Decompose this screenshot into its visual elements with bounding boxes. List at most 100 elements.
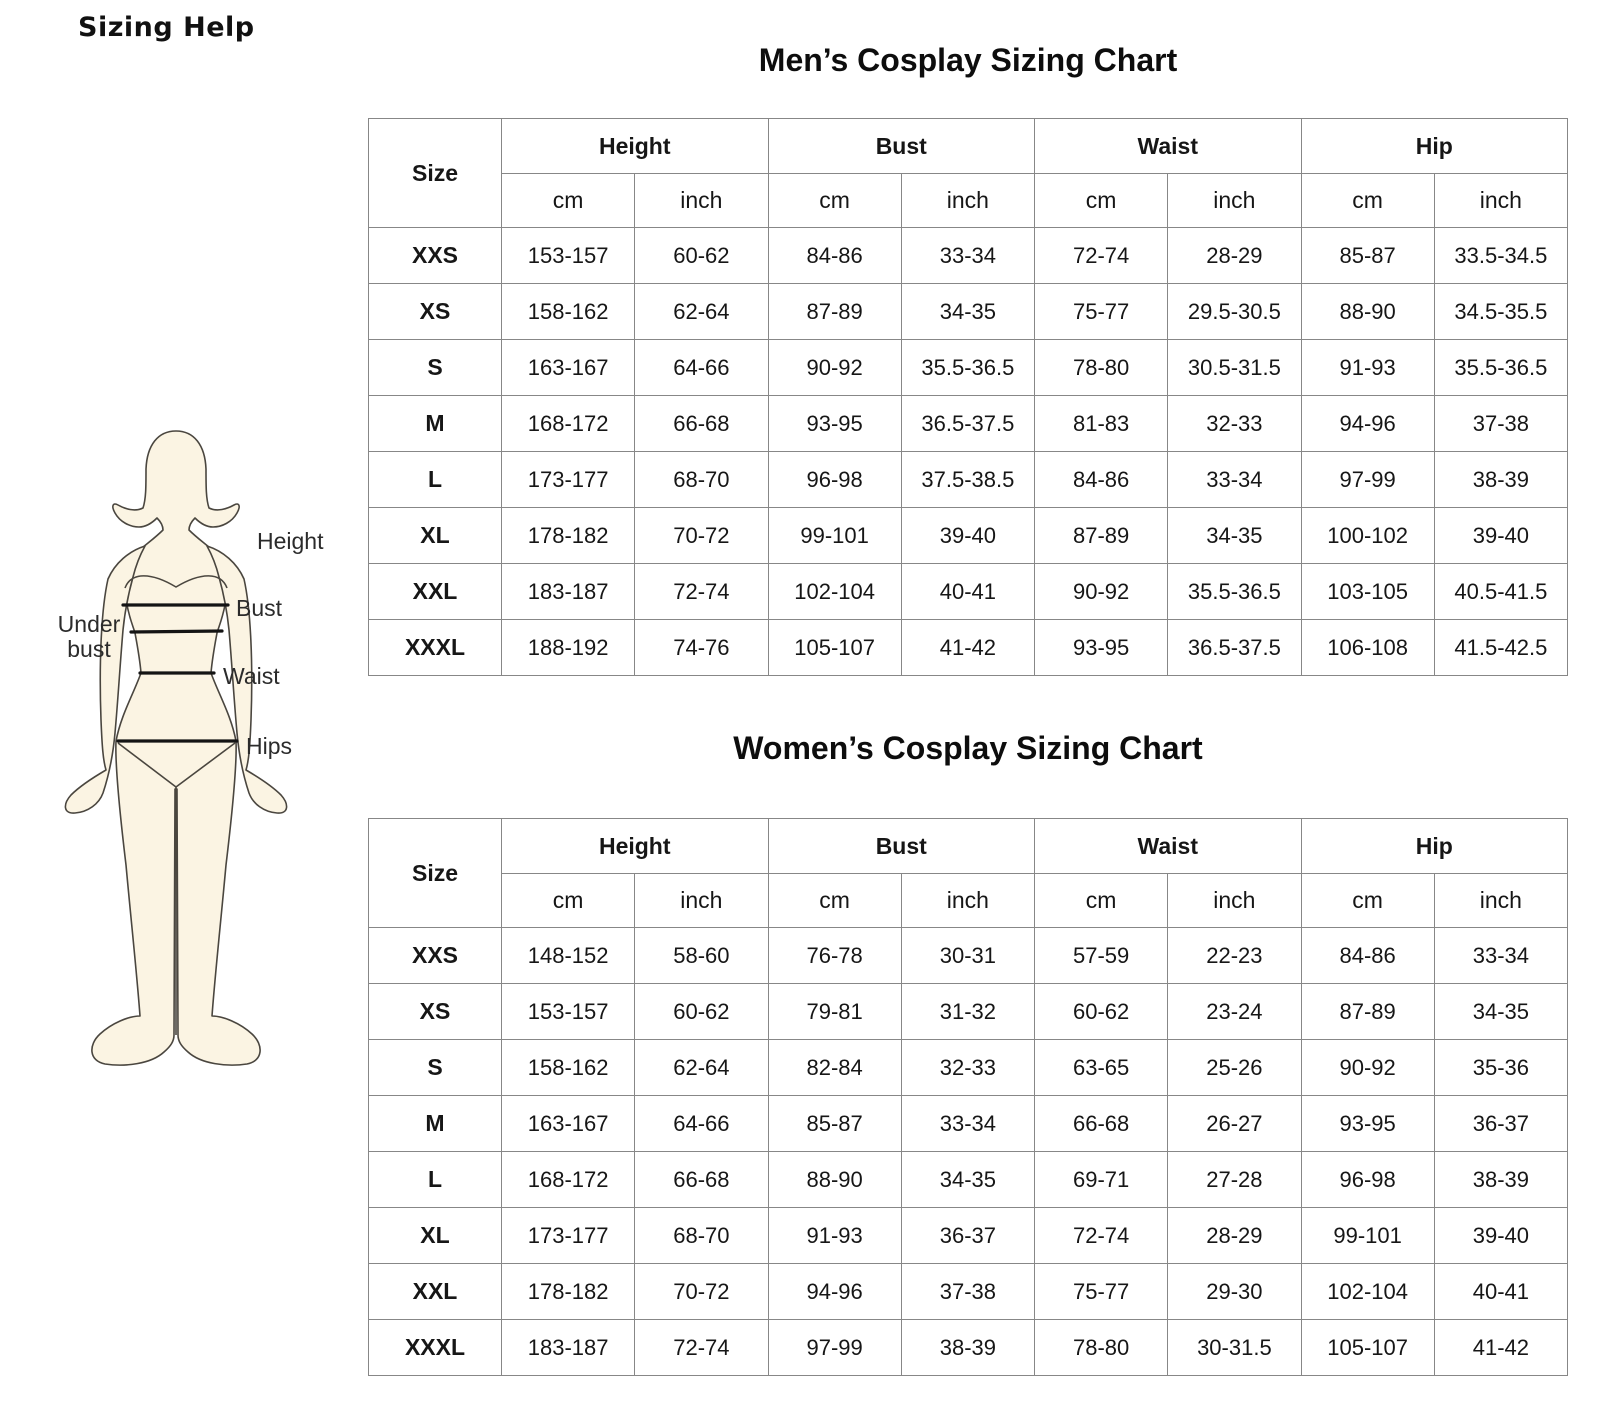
measurement-cell: 36-37 bbox=[1433, 1095, 1569, 1152]
measurement-cell: 36-37 bbox=[900, 1207, 1036, 1264]
size-cell: XL bbox=[368, 507, 502, 564]
table-row: XXL 183-187 72-74 102-104 40-41 90-92 35.5-36.… bbox=[368, 563, 1569, 620]
unit-header-inch: inch bbox=[900, 173, 1036, 228]
measurement-cell: 37-38 bbox=[1433, 395, 1569, 452]
table-row: XS 158-162 62-64 87-89 34-35 75-77 29.5-30.5 88… bbox=[368, 283, 1569, 340]
measurement-cell: 31-32 bbox=[900, 983, 1036, 1040]
womens-table-body: XXS 148-152 58-60 76-78 30-31 57-59 22-23 84-86… bbox=[368, 927, 1569, 1376]
measurement-cell: 33.5-34.5 bbox=[1433, 227, 1569, 284]
measurement-cell: 153-157 bbox=[500, 227, 636, 284]
column-header-hip: Hip bbox=[1300, 118, 1568, 174]
measurement-cell: 81-83 bbox=[1033, 395, 1169, 452]
measurement-cell: 74-76 bbox=[634, 619, 769, 676]
measurement-cell: 34-35 bbox=[900, 283, 1036, 340]
measurement-cell: 84-86 bbox=[767, 227, 902, 284]
measurement-cell: 158-162 bbox=[500, 1039, 636, 1096]
crotch-line-left bbox=[117, 742, 177, 788]
size-cell: XXXL bbox=[368, 619, 502, 676]
measurement-cell: 103-105 bbox=[1300, 563, 1435, 620]
unit-header-inch: inch bbox=[900, 873, 1036, 928]
measurement-cell: 33-34 bbox=[1167, 451, 1302, 508]
unit-header-cm: cm bbox=[1300, 173, 1435, 228]
size-cell: S bbox=[368, 1039, 502, 1096]
measurement-cell: 72-74 bbox=[634, 1319, 769, 1376]
measurement-cell: 106-108 bbox=[1300, 619, 1435, 676]
measurement-cell: 25-26 bbox=[1167, 1039, 1302, 1096]
unit-header-inch: inch bbox=[1167, 173, 1302, 228]
measurement-cell: 58-60 bbox=[634, 927, 769, 984]
measurement-cell: 38-39 bbox=[1433, 1151, 1569, 1208]
measurement-cell: 40-41 bbox=[1433, 1263, 1569, 1320]
table-row: XXS 153-157 60-62 84-86 33-34 72-74 28-29 85-87… bbox=[368, 227, 1569, 284]
measurement-cell: 33-34 bbox=[1433, 927, 1569, 984]
measurement-cell: 35-36 bbox=[1433, 1039, 1569, 1096]
size-cell: L bbox=[368, 451, 502, 508]
figure-label-under-bust: Under bust bbox=[57, 611, 121, 662]
mens-sizing-table: Size Height Bust Waist Hip cm inch cm in… bbox=[368, 118, 1569, 676]
figure-label-bust: Bust bbox=[236, 595, 283, 621]
measurement-cell: 75-77 bbox=[1033, 1263, 1169, 1320]
unit-header-cm: cm bbox=[767, 173, 902, 228]
measurement-cell: 163-167 bbox=[500, 1095, 636, 1152]
measurement-cell: 94-96 bbox=[767, 1263, 902, 1320]
measurement-cell: 62-64 bbox=[634, 1039, 769, 1096]
table-row: M 163-167 64-66 85-87 33-34 66-68 26-27 93-95 36… bbox=[368, 1095, 1569, 1152]
measurement-cell: 34-35 bbox=[1433, 983, 1569, 1040]
column-header-height: Height bbox=[501, 118, 769, 174]
measurement-cell: 39-40 bbox=[900, 507, 1036, 564]
measurement-cell: 168-172 bbox=[500, 395, 636, 452]
size-cell: M bbox=[368, 1095, 502, 1152]
measurement-cell: 26-27 bbox=[1167, 1095, 1302, 1152]
measurement-cell: 63-65 bbox=[1033, 1039, 1169, 1096]
measurement-cell: 85-87 bbox=[1300, 227, 1435, 284]
size-cell: S bbox=[368, 339, 502, 396]
measurement-cell: 29.5-30.5 bbox=[1167, 283, 1302, 340]
measurement-cell: 84-86 bbox=[1033, 451, 1169, 508]
unit-header-inch: inch bbox=[1433, 173, 1569, 228]
measurement-cell: 90-92 bbox=[1033, 563, 1169, 620]
measurement-cell: 70-72 bbox=[634, 1263, 769, 1320]
measurement-cell: 85-87 bbox=[767, 1095, 902, 1152]
measurement-cell: 105-107 bbox=[1300, 1319, 1435, 1376]
table-row: XS 153-157 60-62 79-81 31-32 60-62 23-24 87-89 3… bbox=[368, 983, 1569, 1040]
measurement-cell: 163-167 bbox=[500, 339, 636, 396]
measurement-cell: 60-62 bbox=[634, 983, 769, 1040]
measurement-cell: 64-66 bbox=[634, 339, 769, 396]
size-cell: XXXL bbox=[368, 1319, 502, 1376]
measurement-cell: 97-99 bbox=[767, 1319, 902, 1376]
table-row: L 173-177 68-70 96-98 37.5-38.5 84-86 33-34 97-… bbox=[368, 451, 1569, 508]
unit-header-cm: cm bbox=[500, 873, 636, 928]
mens-table-header: Size Height Bust Waist Hip cm inch cm in… bbox=[368, 118, 1569, 228]
measurement-cell: 62-64 bbox=[634, 283, 769, 340]
unit-header-inch: inch bbox=[1433, 873, 1569, 928]
measurement-cell: 69-71 bbox=[1033, 1151, 1169, 1208]
measurement-cell: 87-89 bbox=[767, 283, 902, 340]
measurement-cell: 30-31.5 bbox=[1167, 1319, 1302, 1376]
size-cell: L bbox=[368, 1151, 502, 1208]
table-row: XXXL 183-187 72-74 97-99 38-39 78-80 30-31.5 10… bbox=[368, 1319, 1569, 1376]
measurement-cell: 28-29 bbox=[1167, 227, 1302, 284]
measurement-cell: 78-80 bbox=[1033, 339, 1169, 396]
measurement-cell: 35.5-36.5 bbox=[900, 339, 1036, 396]
measurement-cell: 97-99 bbox=[1300, 451, 1435, 508]
unit-header-inch: inch bbox=[1167, 873, 1302, 928]
measurement-cell: 35.5-36.5 bbox=[1433, 339, 1569, 396]
measurement-cell: 72-74 bbox=[1033, 227, 1169, 284]
measurement-cell: 96-98 bbox=[1300, 1151, 1435, 1208]
table-row: XL 178-182 70-72 99-101 39-40 87-89 34-35 100-1… bbox=[368, 507, 1569, 564]
table-row: XXL 178-182 70-72 94-96 37-38 75-77 29-30 102-1… bbox=[368, 1263, 1569, 1320]
measurement-cell: 39-40 bbox=[1433, 1207, 1569, 1264]
column-header-bust: Bust bbox=[767, 818, 1035, 874]
measurement-cell: 87-89 bbox=[1033, 507, 1169, 564]
size-cell: XXL bbox=[368, 563, 502, 620]
measurement-cell: 23-24 bbox=[1167, 983, 1302, 1040]
measurement-cell: 90-92 bbox=[767, 339, 902, 396]
figure-label-hips: Hips bbox=[246, 733, 293, 759]
measurement-cell: 90-92 bbox=[1300, 1039, 1435, 1096]
column-header-waist: Waist bbox=[1034, 818, 1302, 874]
measurement-cell: 64-66 bbox=[634, 1095, 769, 1152]
table-row: M 168-172 66-68 93-95 36.5-37.5 81-83 32-33 94-… bbox=[368, 395, 1569, 452]
measurement-cell: 87-89 bbox=[1300, 983, 1435, 1040]
measurement-cell: 183-187 bbox=[500, 563, 636, 620]
left-arm bbox=[64, 545, 146, 814]
